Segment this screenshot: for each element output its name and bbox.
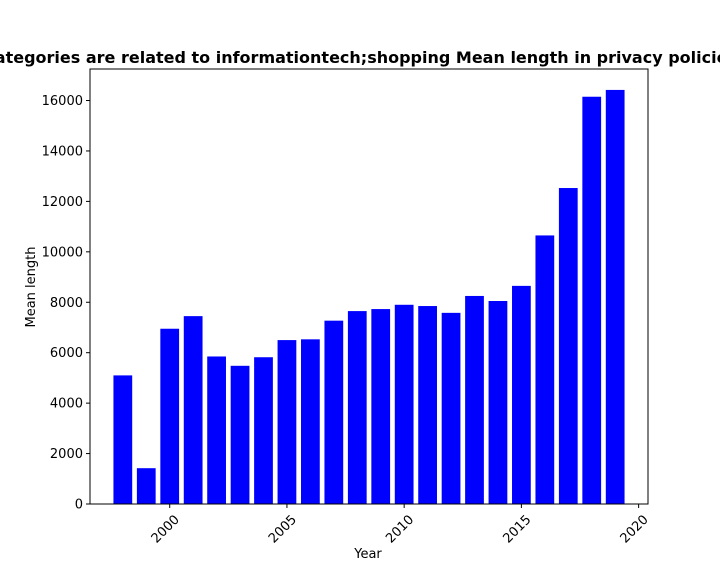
chart-title: Categories are related to informationtec… [0,48,720,67]
bar-2011 [418,306,437,504]
bar-2000 [160,328,180,504]
bar-2018 [582,96,602,504]
bar-2019 [605,89,625,505]
plot-area: 0 2000 4000 6000 8000 10000 12000 14000 16000 200… [42,68,652,546]
y-tick-label-2000: 2000 [50,447,83,462]
bar-2008 [347,311,367,504]
bar-2003 [230,365,250,504]
x-axis-label: Year [353,547,382,562]
x-tick-label-2010: 2010 [383,512,417,546]
x-tick-label-2020: 2020 [618,512,652,546]
y-tick-label-10000: 10000 [42,245,83,260]
y-tick-label-0: 0 [75,498,83,513]
bar-2012 [441,312,461,504]
y-axis-label: Mean length [24,247,39,328]
y-tick-label-8000: 8000 [50,296,83,311]
x-tick-label-2005: 2005 [266,512,300,546]
y-tick-label-14000: 14000 [42,144,83,159]
bar-1998 [113,375,133,504]
y-tick-label-16000: 16000 [42,94,83,109]
bar-2010 [394,304,414,504]
plot-frame [89,68,649,505]
y-tick-label-12000: 12000 [42,195,83,210]
bar-2004 [254,357,273,504]
bar-2006 [301,339,320,504]
bar-2013 [465,295,484,504]
bar-2007 [324,320,344,504]
bar-2016 [535,235,555,504]
x-tick-label-2015: 2015 [500,512,534,546]
bar-2014 [488,301,508,504]
bar-2009 [371,309,391,504]
bar-1999 [136,468,156,504]
x-tick-label-2000: 2000 [149,512,183,546]
y-tick-label-4000: 4000 [50,397,83,412]
bar-2017 [558,188,578,504]
bar-2001 [183,316,203,504]
bar-2002 [207,356,226,504]
y-tick-label-6000: 6000 [50,346,83,361]
bar-2005 [277,340,297,504]
bar-2015 [512,285,531,504]
